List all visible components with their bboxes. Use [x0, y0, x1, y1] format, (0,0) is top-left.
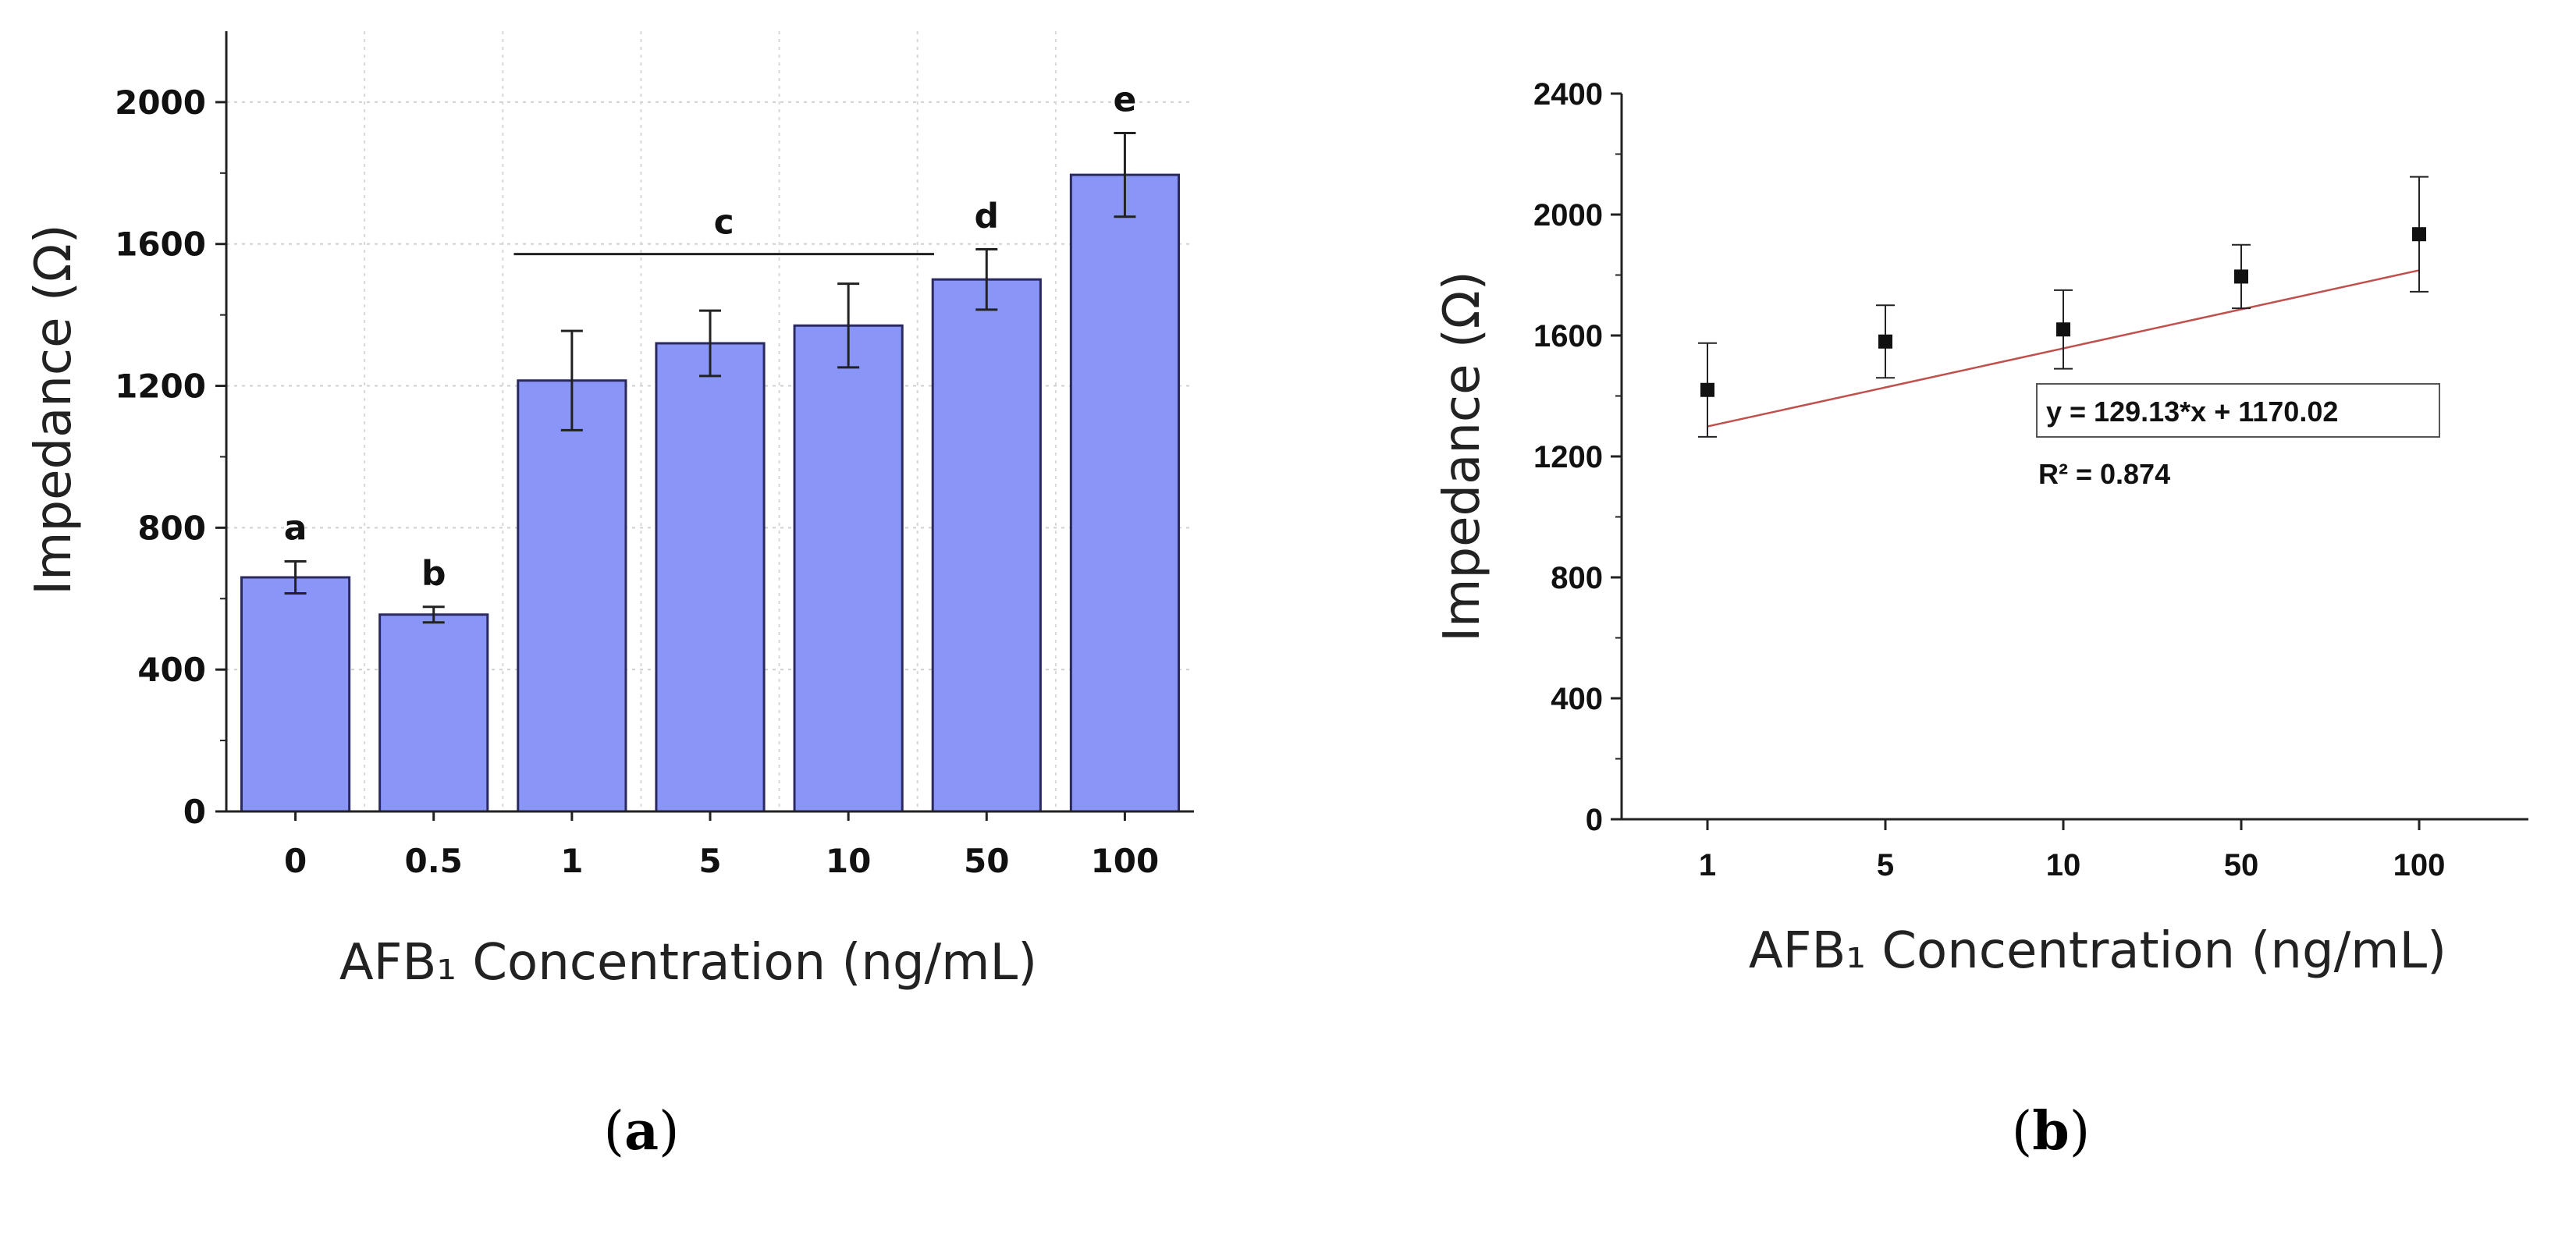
- b-data-point: [1700, 382, 1714, 397]
- a-bar: [655, 342, 766, 813]
- a-significance-letters: a b c d e: [284, 80, 1137, 593]
- a-bar: [931, 278, 1042, 813]
- a-bar: [240, 576, 351, 813]
- a-y-axis-title: Impedance (Ω): [25, 224, 83, 595]
- scatter-chart-panel-b: 0 400 800 1200 1600 2000 2400 1 5 10 50 100 y = 12…: [1434, 77, 2528, 980]
- b-y-tick-labels: 0 400 800 1200 1600 2000 2400: [1533, 77, 1622, 837]
- a-bar: [517, 379, 627, 813]
- a-y-tick-label: 1600: [115, 225, 206, 264]
- b-x-tick-label: 10: [2046, 848, 2081, 882]
- a-x-tick-label: 50: [964, 842, 1009, 880]
- panel-label-b: (b): [2011, 1100, 2091, 1163]
- a-y-tick-label: 0: [183, 793, 206, 831]
- a-letter-label: e: [1114, 80, 1137, 119]
- b-data-point: [1878, 334, 1892, 349]
- b-x-tick-labels: 1 5 10 50 100: [1699, 819, 2446, 882]
- b-data-point: [2056, 322, 2070, 337]
- b-y-tick-label: 0: [1586, 803, 1603, 837]
- a-x-tick-labels: 0 0.5 1 5 10 50 100: [284, 811, 1159, 880]
- b-x-tick-label: 50: [2224, 848, 2259, 882]
- a-bar: [1069, 173, 1181, 813]
- a-bars-group: [240, 173, 1181, 813]
- a-letter-label: a: [284, 509, 307, 548]
- b-equation-box: [2036, 383, 2440, 438]
- b-y-tick-label: 800: [1551, 561, 1603, 595]
- b-x-tick-label: 5: [1877, 848, 1894, 882]
- b-x-tick-label: 1: [1699, 848, 1716, 882]
- a-letter-label: d: [975, 197, 1000, 236]
- a-bar: [378, 613, 489, 813]
- b-y-tick-label: 2400: [1533, 77, 1603, 112]
- a-y-tick-labels: 0 400 800 1200 1600 2000: [115, 83, 226, 831]
- b-equation-label: y = 129.13*x + 1170.02: [2046, 396, 2338, 428]
- a-letter-label: c: [714, 203, 734, 243]
- a-bar: [793, 324, 904, 813]
- a-y-tick-label: 2000: [115, 83, 206, 122]
- a-x-axis-title: AFB₁ Concentration (ng/mL): [339, 934, 1037, 992]
- b-y-tick-label: 2000: [1533, 198, 1603, 233]
- b-data-point: [2234, 269, 2248, 284]
- panel-label-a: (a): [603, 1100, 680, 1163]
- b-axes: [1620, 94, 2528, 821]
- b-y-tick-label: 1600: [1533, 319, 1603, 353]
- a-x-tick-label: 0.5: [405, 842, 463, 880]
- a-y-tick-label: 800: [137, 509, 206, 547]
- b-points-group: [1700, 227, 2426, 397]
- a-error-bars-group: [284, 131, 1136, 624]
- b-x-tick-label: 100: [2393, 848, 2446, 882]
- a-x-tick-label: 0: [284, 842, 307, 880]
- a-letter-label: b: [421, 554, 446, 594]
- a-y-tick-label: 1200: [115, 367, 206, 406]
- a-y-tick-label: 400: [137, 651, 206, 689]
- a-x-tick-label: 5: [698, 842, 721, 880]
- b-y-tick-label: 1200: [1533, 440, 1603, 474]
- a-x-tick-label: 100: [1091, 842, 1160, 880]
- b-y-axis-title: Impedance (Ω): [1434, 271, 1491, 641]
- b-r-squared-label: R² = 0.874: [2038, 458, 2170, 490]
- b-data-point: [2412, 227, 2426, 242]
- a-x-tick-label: 1: [560, 842, 583, 880]
- b-x-axis-title: AFB₁ Concentration (ng/mL): [1749, 922, 2446, 980]
- a-x-tick-label: 10: [826, 842, 871, 880]
- b-y-tick-label: 400: [1551, 682, 1603, 716]
